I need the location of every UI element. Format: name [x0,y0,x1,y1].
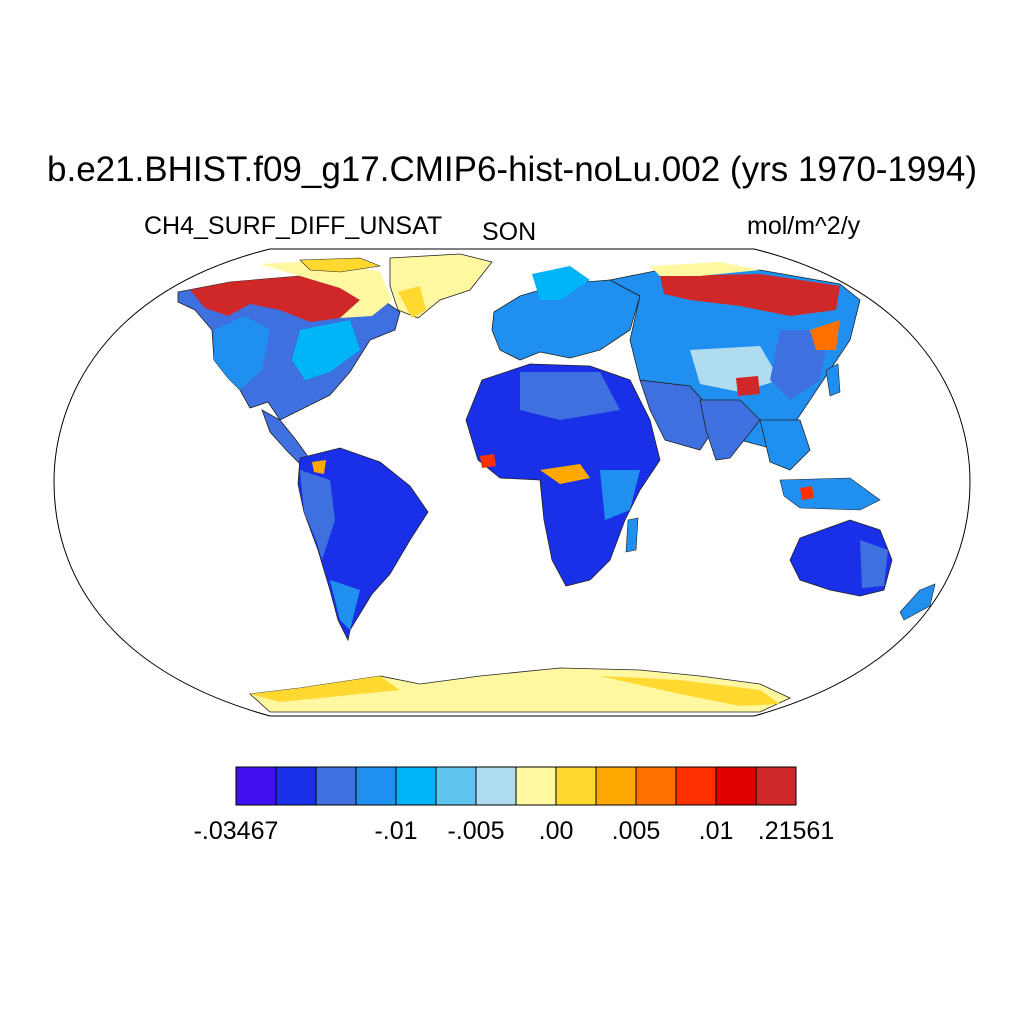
india [699,399,761,461]
season-label: SON [482,218,537,246]
south-america-north-hot [312,460,326,474]
arctic-canada-mid [260,260,392,318]
colorbar-swatch [315,766,357,806]
units-label: mol/m^2/y [747,212,861,240]
africa-east [600,470,640,520]
africa-sahara [520,372,620,420]
antarctica-coast-east [600,676,780,706]
siberia-north [650,262,760,276]
colorbar-swatch [755,766,797,806]
arctic-canada-high [190,276,360,322]
siberia-high [660,274,840,316]
southeast-asia [759,419,811,471]
colorbar-swatch [435,766,477,806]
scandinavia [532,266,590,300]
colorbar-tick-label: .00 [538,817,574,845]
east-asia [770,330,830,400]
colorbar-tick-label: .21561 [757,817,835,845]
variable-label: CH4_SURF_DIFF_UNSAT [144,212,443,240]
colorbar-tick-label: -.01 [374,817,418,845]
indonesia [779,477,881,511]
indonesia-hot [800,486,814,500]
africa-sahel-hot [540,464,590,484]
colorbar-swatch [475,766,517,806]
japan [825,363,841,397]
colorbar-swatch [235,766,277,806]
greenland-coast [398,286,426,318]
colorbar-swatch [275,766,317,806]
map-border [53,248,971,717]
madagascar [625,517,639,553]
new-zealand [899,583,936,621]
kamchatka-hot [810,320,840,350]
south-america-south [330,580,360,630]
colorbar [235,766,797,806]
tibet-hot [736,376,760,396]
colorbar-tick-label: -.005 [447,817,505,845]
greenland [389,253,493,319]
colorbar-swatch [635,766,677,806]
arctic-islands [299,257,382,273]
africa-west-hot [480,454,496,468]
australia-east [860,540,888,588]
colorbar-swatch [595,766,637,806]
colorbar-tick-label: .01 [698,817,734,845]
colorbar-swatch [515,766,557,806]
colorbar-swatch [355,766,397,806]
plot-title: b.e21.BHIST.f09_g17.CMIP6-hist-noLu.002 … [47,150,977,189]
colorbar-tick-label: .005 [611,817,661,845]
colorbar-tick-label: -.03467 [193,817,279,845]
colorbar-swatch [555,766,597,806]
colorbar-swatch [395,766,437,806]
north-america-east [292,320,360,380]
antarctica-coast [250,676,400,702]
colorbar-swatch [715,766,757,806]
colorbar-swatch [675,766,717,806]
south-america-west [300,470,335,560]
north-america-west [214,316,270,390]
